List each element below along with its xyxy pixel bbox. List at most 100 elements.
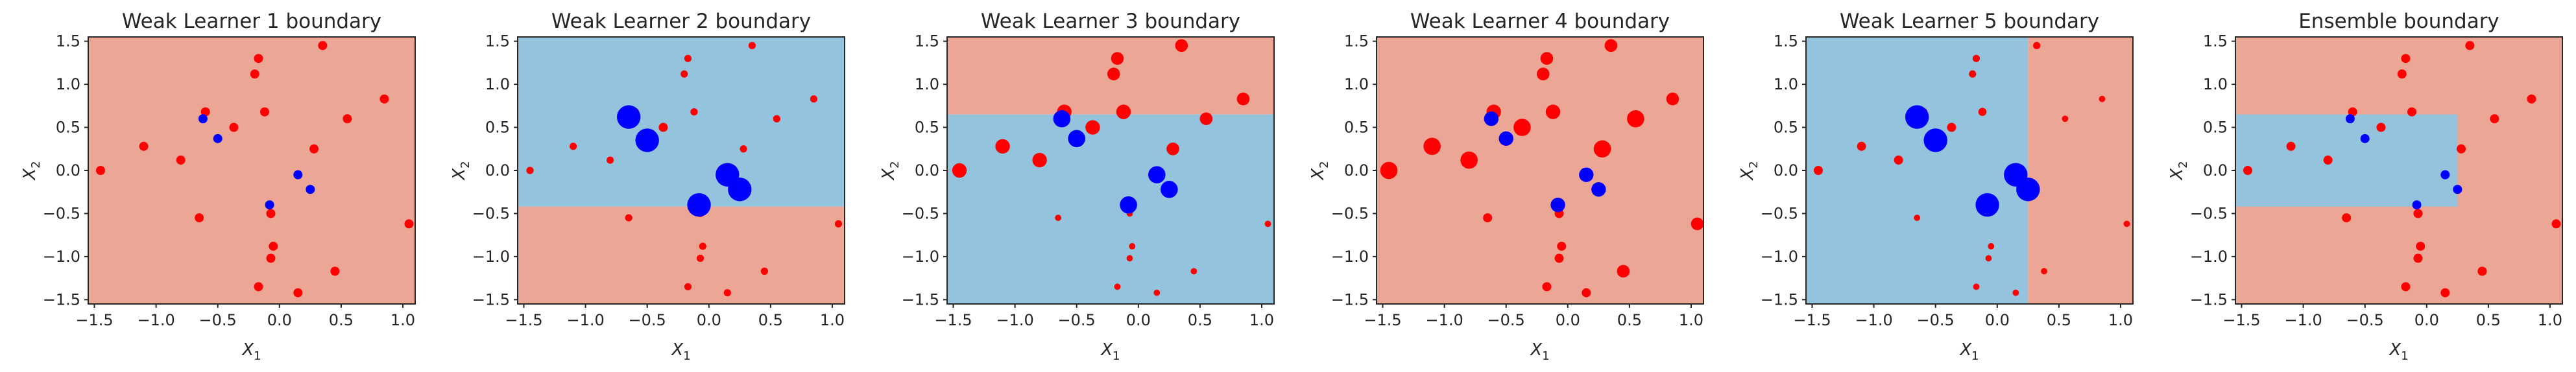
- region-class-negative: [947, 114, 1274, 304]
- point-red: [1055, 215, 1062, 221]
- point-red: [229, 122, 239, 132]
- y-tick-label: 1.0: [915, 75, 939, 93]
- x-axis-label: X1: [670, 340, 690, 363]
- point-red: [1175, 39, 1188, 52]
- x-tick-label: 0.5: [1617, 311, 1642, 329]
- decision-regions: [2235, 37, 2562, 304]
- point-red: [2477, 266, 2487, 276]
- point-red: [1536, 67, 1550, 80]
- x-tick-label: −1.5: [2222, 311, 2260, 329]
- point-red: [330, 266, 340, 276]
- point-blue: [1120, 196, 1137, 214]
- decision-regions: [1377, 37, 1703, 304]
- point-red: [684, 54, 692, 62]
- point-blue: [265, 200, 274, 210]
- point-red: [269, 241, 278, 251]
- point-red: [1423, 137, 1441, 156]
- y-axis-label: X2: [879, 161, 902, 181]
- data-points: [952, 39, 1271, 296]
- subplot-title: Ensemble boundary: [2298, 10, 2499, 33]
- y-tick-label: −1.5: [1331, 290, 1369, 308]
- point-red: [2551, 219, 2561, 229]
- point-red: [1107, 67, 1120, 80]
- point-blue: [687, 192, 711, 217]
- y-tick-label: 1.5: [56, 32, 80, 51]
- y-tick-label: −1.5: [1761, 290, 1798, 308]
- point-red: [1666, 92, 1679, 106]
- y-tick-label: 1.0: [485, 75, 510, 93]
- point-red: [2465, 41, 2475, 51]
- y-tick-label: −1.5: [472, 290, 510, 308]
- point-blue: [635, 128, 659, 152]
- y-tick-label: −1.5: [2190, 290, 2228, 308]
- point-red: [1969, 70, 1977, 78]
- x-tick-label: 0.0: [697, 311, 721, 329]
- point-red: [1483, 213, 1493, 223]
- x-tick-label: −1.5: [505, 311, 542, 329]
- subplot-title: Weak Learner 2 boundary: [551, 10, 811, 33]
- decision-regions: [518, 37, 845, 304]
- point-red: [1691, 217, 1703, 231]
- x-axis-label: X1: [1100, 340, 1120, 363]
- point-red: [254, 282, 263, 292]
- region-class-positive: [518, 206, 845, 304]
- y-tick-label: 0.0: [915, 161, 939, 180]
- y-tick-label: 1.5: [2203, 32, 2228, 51]
- region-class-negative: [1806, 37, 2028, 304]
- y-tick-label: 0.0: [56, 161, 80, 180]
- x-tick-label: 0.0: [267, 311, 292, 329]
- y-tick-label: −0.5: [1331, 204, 1369, 222]
- region-class-positive: [1377, 37, 1703, 304]
- point-red: [834, 220, 843, 227]
- y-tick-label: −1.0: [2190, 248, 2228, 266]
- region-class-negative: [518, 37, 845, 207]
- point-red: [2416, 241, 2426, 251]
- x-tick-label: −1.0: [1855, 311, 1892, 329]
- y-tick-label: 0.0: [485, 161, 510, 180]
- point-red: [1814, 166, 1824, 175]
- point-red: [952, 163, 967, 178]
- point-blue: [1923, 128, 1947, 152]
- point-red: [1085, 120, 1100, 135]
- y-tick-label: −1.0: [1331, 248, 1369, 266]
- point-blue: [616, 105, 641, 129]
- y-tick-label: −1.0: [1761, 248, 1798, 266]
- y-tick-label: −0.5: [472, 204, 510, 222]
- data-points: [96, 41, 414, 297]
- point-red: [2323, 156, 2333, 165]
- point-red: [2123, 220, 2130, 227]
- x-tick-label: 1.0: [391, 311, 415, 329]
- point-red: [259, 107, 269, 117]
- y-tick-label: −1.0: [43, 248, 80, 266]
- point-red: [254, 54, 263, 64]
- y-tick-label: 0.0: [1344, 161, 1369, 180]
- point-red: [2527, 94, 2536, 104]
- point-red: [96, 166, 106, 175]
- y-tick-label: 1.0: [1774, 75, 1798, 93]
- point-red: [1582, 288, 1591, 297]
- point-blue: [1484, 111, 1499, 126]
- decision-regions: [88, 37, 415, 304]
- subplot-title: Weak Learner 1 boundary: [122, 10, 381, 33]
- x-tick-label: −1.0: [996, 311, 1033, 329]
- y-tick-label: 0.5: [485, 119, 510, 137]
- point-red: [699, 242, 706, 250]
- y-tick-label: 1.0: [1344, 75, 1369, 93]
- region-class-positive: [2028, 37, 2133, 304]
- y-tick-label: 0.0: [1774, 161, 1798, 180]
- data-points: [1814, 41, 2130, 296]
- point-red: [293, 288, 303, 297]
- subplot-title: Weak Learner 3 boundary: [981, 10, 1240, 33]
- y-tick-label: 0.5: [915, 119, 939, 137]
- point-red: [1126, 255, 1133, 262]
- point-red: [195, 213, 204, 223]
- point-red: [309, 144, 319, 154]
- point-red: [1894, 156, 1903, 165]
- x-tick-label: −1.5: [1793, 311, 1831, 329]
- point-red: [2440, 288, 2450, 297]
- point-red: [2490, 114, 2499, 124]
- point-red: [2457, 144, 2466, 154]
- x-tick-label: 0.0: [1985, 311, 2010, 329]
- point-red: [2413, 253, 2423, 263]
- point-blue: [198, 114, 208, 124]
